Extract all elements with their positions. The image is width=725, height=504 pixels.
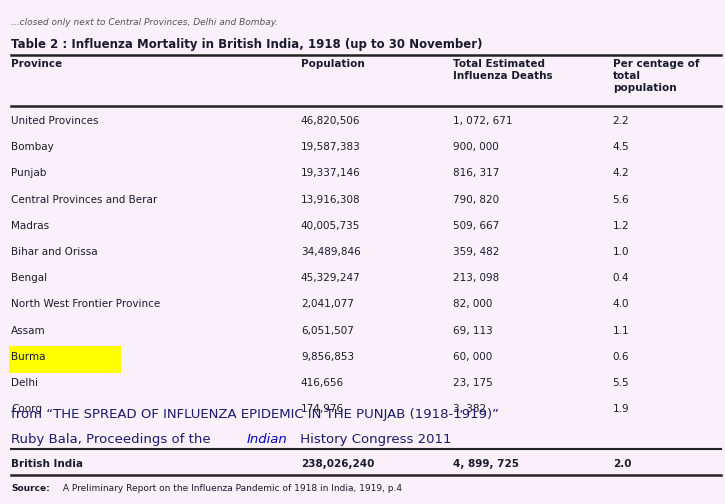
Text: 1.9: 1.9 [613,404,629,414]
Text: 174,976: 174,976 [301,404,344,414]
Text: Assam: Assam [11,326,46,336]
Text: Coorg: Coorg [11,404,42,414]
Text: 3, 382: 3, 382 [453,404,486,414]
Text: Total Estimated
Influenza Deaths: Total Estimated Influenza Deaths [453,59,552,81]
Text: 4, 899, 725: 4, 899, 725 [453,459,519,469]
Text: 69, 113: 69, 113 [453,326,493,336]
Text: Source:: Source: [11,484,49,493]
Text: Per centage of
total
population: Per centage of total population [613,59,699,93]
Text: 6,051,507: 6,051,507 [301,326,354,336]
Text: Ruby Bala, Proceedings of the: Ruby Bala, Proceedings of the [11,433,215,447]
Text: 790, 820: 790, 820 [453,195,500,205]
Text: 4.0: 4.0 [613,299,629,309]
Text: 213, 098: 213, 098 [453,273,500,283]
Text: Bombay: Bombay [11,142,54,152]
Text: Delhi: Delhi [11,378,38,388]
Text: 4.5: 4.5 [613,142,629,152]
Text: Madras: Madras [11,221,49,231]
Text: ...closed only next to Central Provinces, Delhi and Bombay.: ...closed only next to Central Provinces… [11,18,278,27]
Text: Population: Population [301,59,365,70]
Text: 238,026,240: 238,026,240 [301,459,374,469]
Text: Province: Province [11,59,62,70]
Text: United Provinces: United Provinces [11,116,99,126]
Text: 416,656: 416,656 [301,378,344,388]
Text: 9,856,853: 9,856,853 [301,352,354,362]
Text: 2.0: 2.0 [613,459,631,469]
Text: 0.4: 0.4 [613,273,629,283]
Text: Burma: Burma [11,352,46,362]
FancyBboxPatch shape [9,346,121,373]
Text: 13,916,308: 13,916,308 [301,195,360,205]
Text: 23, 175: 23, 175 [453,378,493,388]
Text: Bengal: Bengal [11,273,47,283]
Text: Bihar and Orissa: Bihar and Orissa [11,247,97,257]
Text: 2.2: 2.2 [613,116,629,126]
Text: 40,005,735: 40,005,735 [301,221,360,231]
Text: 816, 317: 816, 317 [453,168,500,178]
Text: 1.0: 1.0 [613,247,629,257]
Text: 1.1: 1.1 [613,326,629,336]
Text: A Preliminary Report on the Influenza Pandemic of 1918 in India, 1919, p.4: A Preliminary Report on the Influenza Pa… [60,484,402,493]
Text: 2,041,077: 2,041,077 [301,299,354,309]
Text: 509, 667: 509, 667 [453,221,500,231]
Text: 1, 072, 671: 1, 072, 671 [453,116,513,126]
Text: 900, 000: 900, 000 [453,142,499,152]
Text: Central Provinces and Berar: Central Provinces and Berar [11,195,157,205]
Text: 19,587,383: 19,587,383 [301,142,360,152]
Text: from “THE SPREAD OF INFLUENZA EPIDEMIC IN THE PUNJAB (1918-1919)”: from “THE SPREAD OF INFLUENZA EPIDEMIC I… [11,408,499,421]
Text: History Congress 2011: History Congress 2011 [296,433,451,447]
Text: 45,329,247: 45,329,247 [301,273,360,283]
Text: 4.2: 4.2 [613,168,629,178]
Text: 19,337,146: 19,337,146 [301,168,360,178]
Text: 34,489,846: 34,489,846 [301,247,360,257]
Text: Table 2 : Influenza Mortality in British India, 1918 (up to 30 November): Table 2 : Influenza Mortality in British… [11,38,482,51]
Text: 359, 482: 359, 482 [453,247,500,257]
Text: 1.2: 1.2 [613,221,629,231]
Text: 46,820,506: 46,820,506 [301,116,360,126]
Text: Indian: Indian [247,433,287,447]
Text: North West Frontier Province: North West Frontier Province [11,299,160,309]
Text: 82, 000: 82, 000 [453,299,492,309]
Text: 60, 000: 60, 000 [453,352,492,362]
Text: 5.5: 5.5 [613,378,629,388]
Text: 0.6: 0.6 [613,352,629,362]
Text: 5.6: 5.6 [613,195,629,205]
Text: British India: British India [11,459,83,469]
Text: Punjab: Punjab [11,168,46,178]
